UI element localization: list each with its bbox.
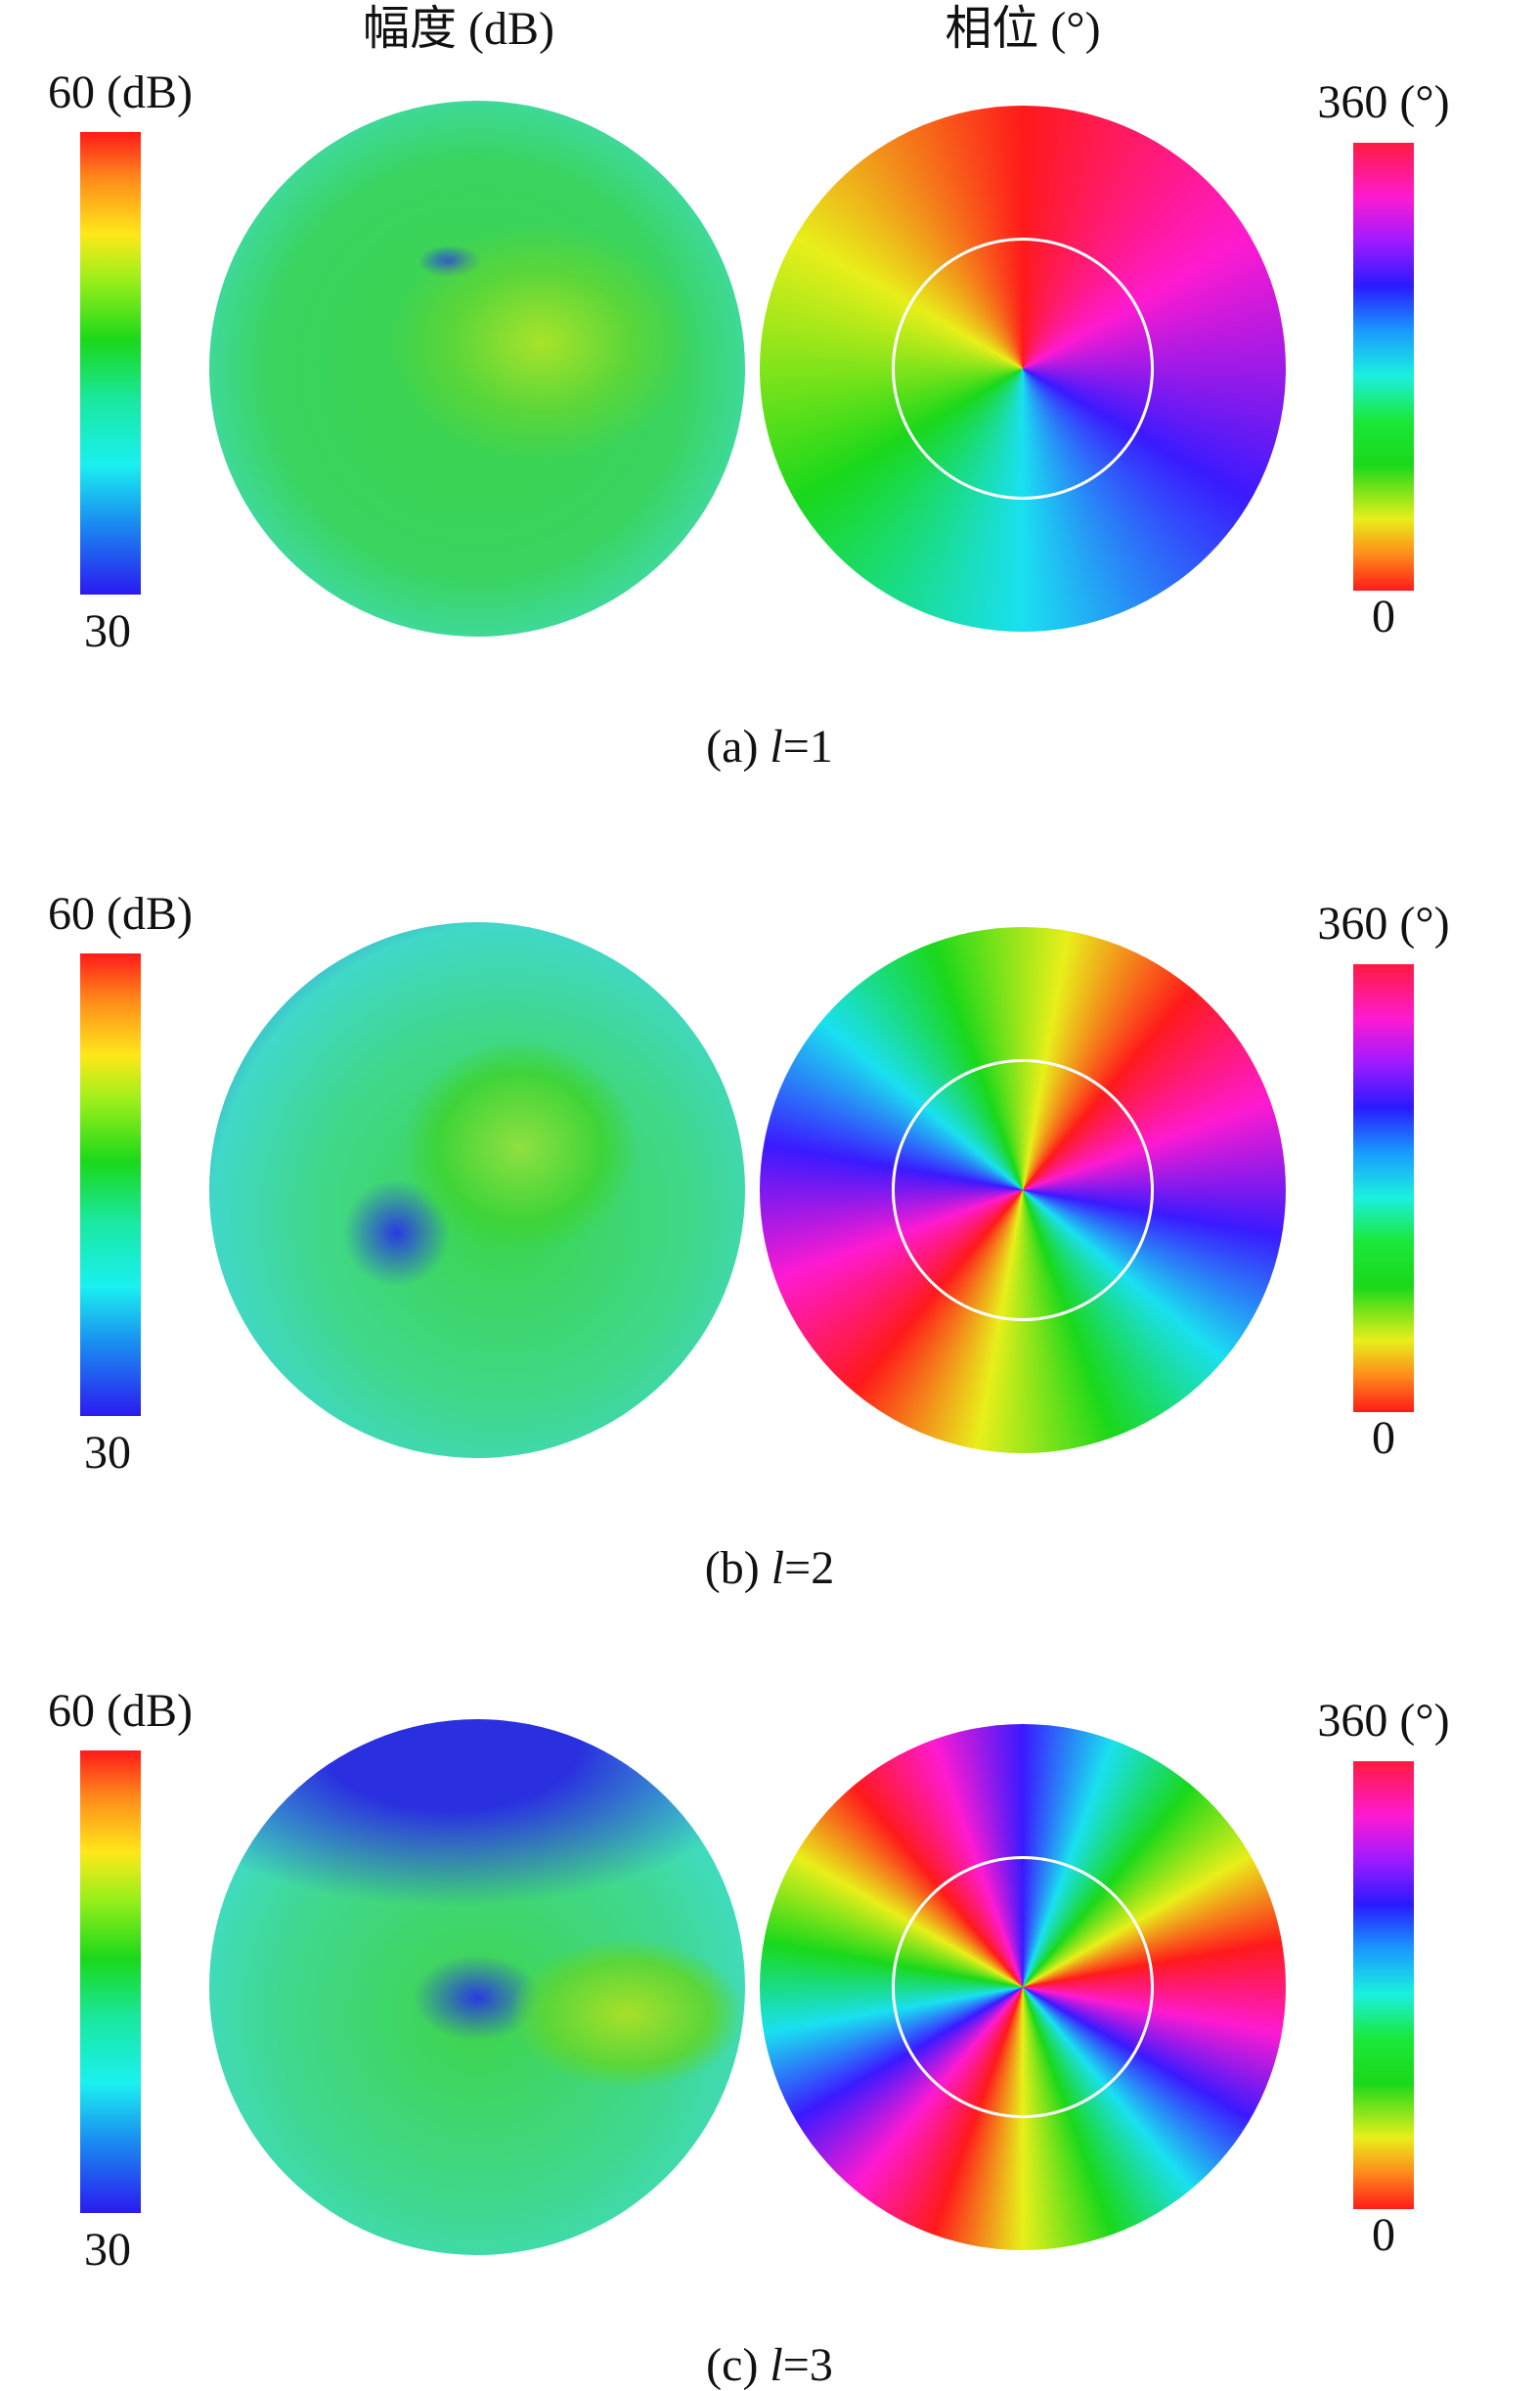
phase-colorbar [1353, 964, 1414, 1412]
phase-max-label: 360 (°) [1317, 1695, 1450, 1747]
phase-ring [892, 1059, 1154, 1321]
caption-symbol: l [770, 2339, 783, 2391]
phase-min-label: 0 [1372, 2209, 1395, 2261]
phase-header: 相位 (°) [945, 3, 1101, 55]
phase-min-label: 0 [1372, 1412, 1395, 1464]
caption-prefix: (a) [706, 721, 759, 773]
phase-max-label: 360 (°) [1317, 898, 1450, 950]
phase-ring [892, 1856, 1154, 2118]
amplitude-colorbar [80, 1750, 141, 2213]
caption: (c) l=3 [706, 2342, 833, 2389]
phase-ring [892, 238, 1154, 500]
caption-symbol: l [770, 721, 783, 773]
phase-colorbar [1353, 143, 1414, 591]
phase-min-label: 0 [1372, 591, 1395, 642]
amplitude-map [209, 1719, 745, 2255]
caption-order: 3 [809, 2339, 833, 2391]
phase-colorbar [1353, 1761, 1414, 2209]
amplitude-max-label: 60 (dB) [48, 66, 193, 118]
amplitude-max-label: 60 (dB) [48, 888, 193, 940]
caption-symbol: l [770, 1542, 785, 1594]
caption-sign: = [782, 2339, 810, 2391]
phase-max-label: 360 (°) [1317, 76, 1450, 128]
amplitude-colorbar [80, 953, 141, 1416]
caption-order: 2 [811, 1542, 835, 1594]
amplitude-max-label: 60 (dB) [48, 1685, 193, 1737]
amplitude-min-label: 30 [84, 605, 131, 657]
caption: (a) l=1 [706, 724, 833, 771]
caption-sign: = [782, 721, 810, 773]
amplitude-header: 幅度 (dB) [363, 3, 554, 55]
caption-order: 1 [809, 721, 833, 773]
caption-sign: = [784, 1542, 812, 1594]
caption: (b) l=2 [705, 1545, 834, 1592]
caption-prefix: (c) [706, 2339, 759, 2391]
amplitude-min-label: 30 [84, 1427, 131, 1479]
amplitude-map [209, 922, 745, 1458]
amplitude-min-label: 30 [84, 2224, 131, 2276]
caption-prefix: (b) [704, 1542, 760, 1594]
amplitude-map [209, 101, 745, 637]
amplitude-colorbar [80, 132, 141, 595]
